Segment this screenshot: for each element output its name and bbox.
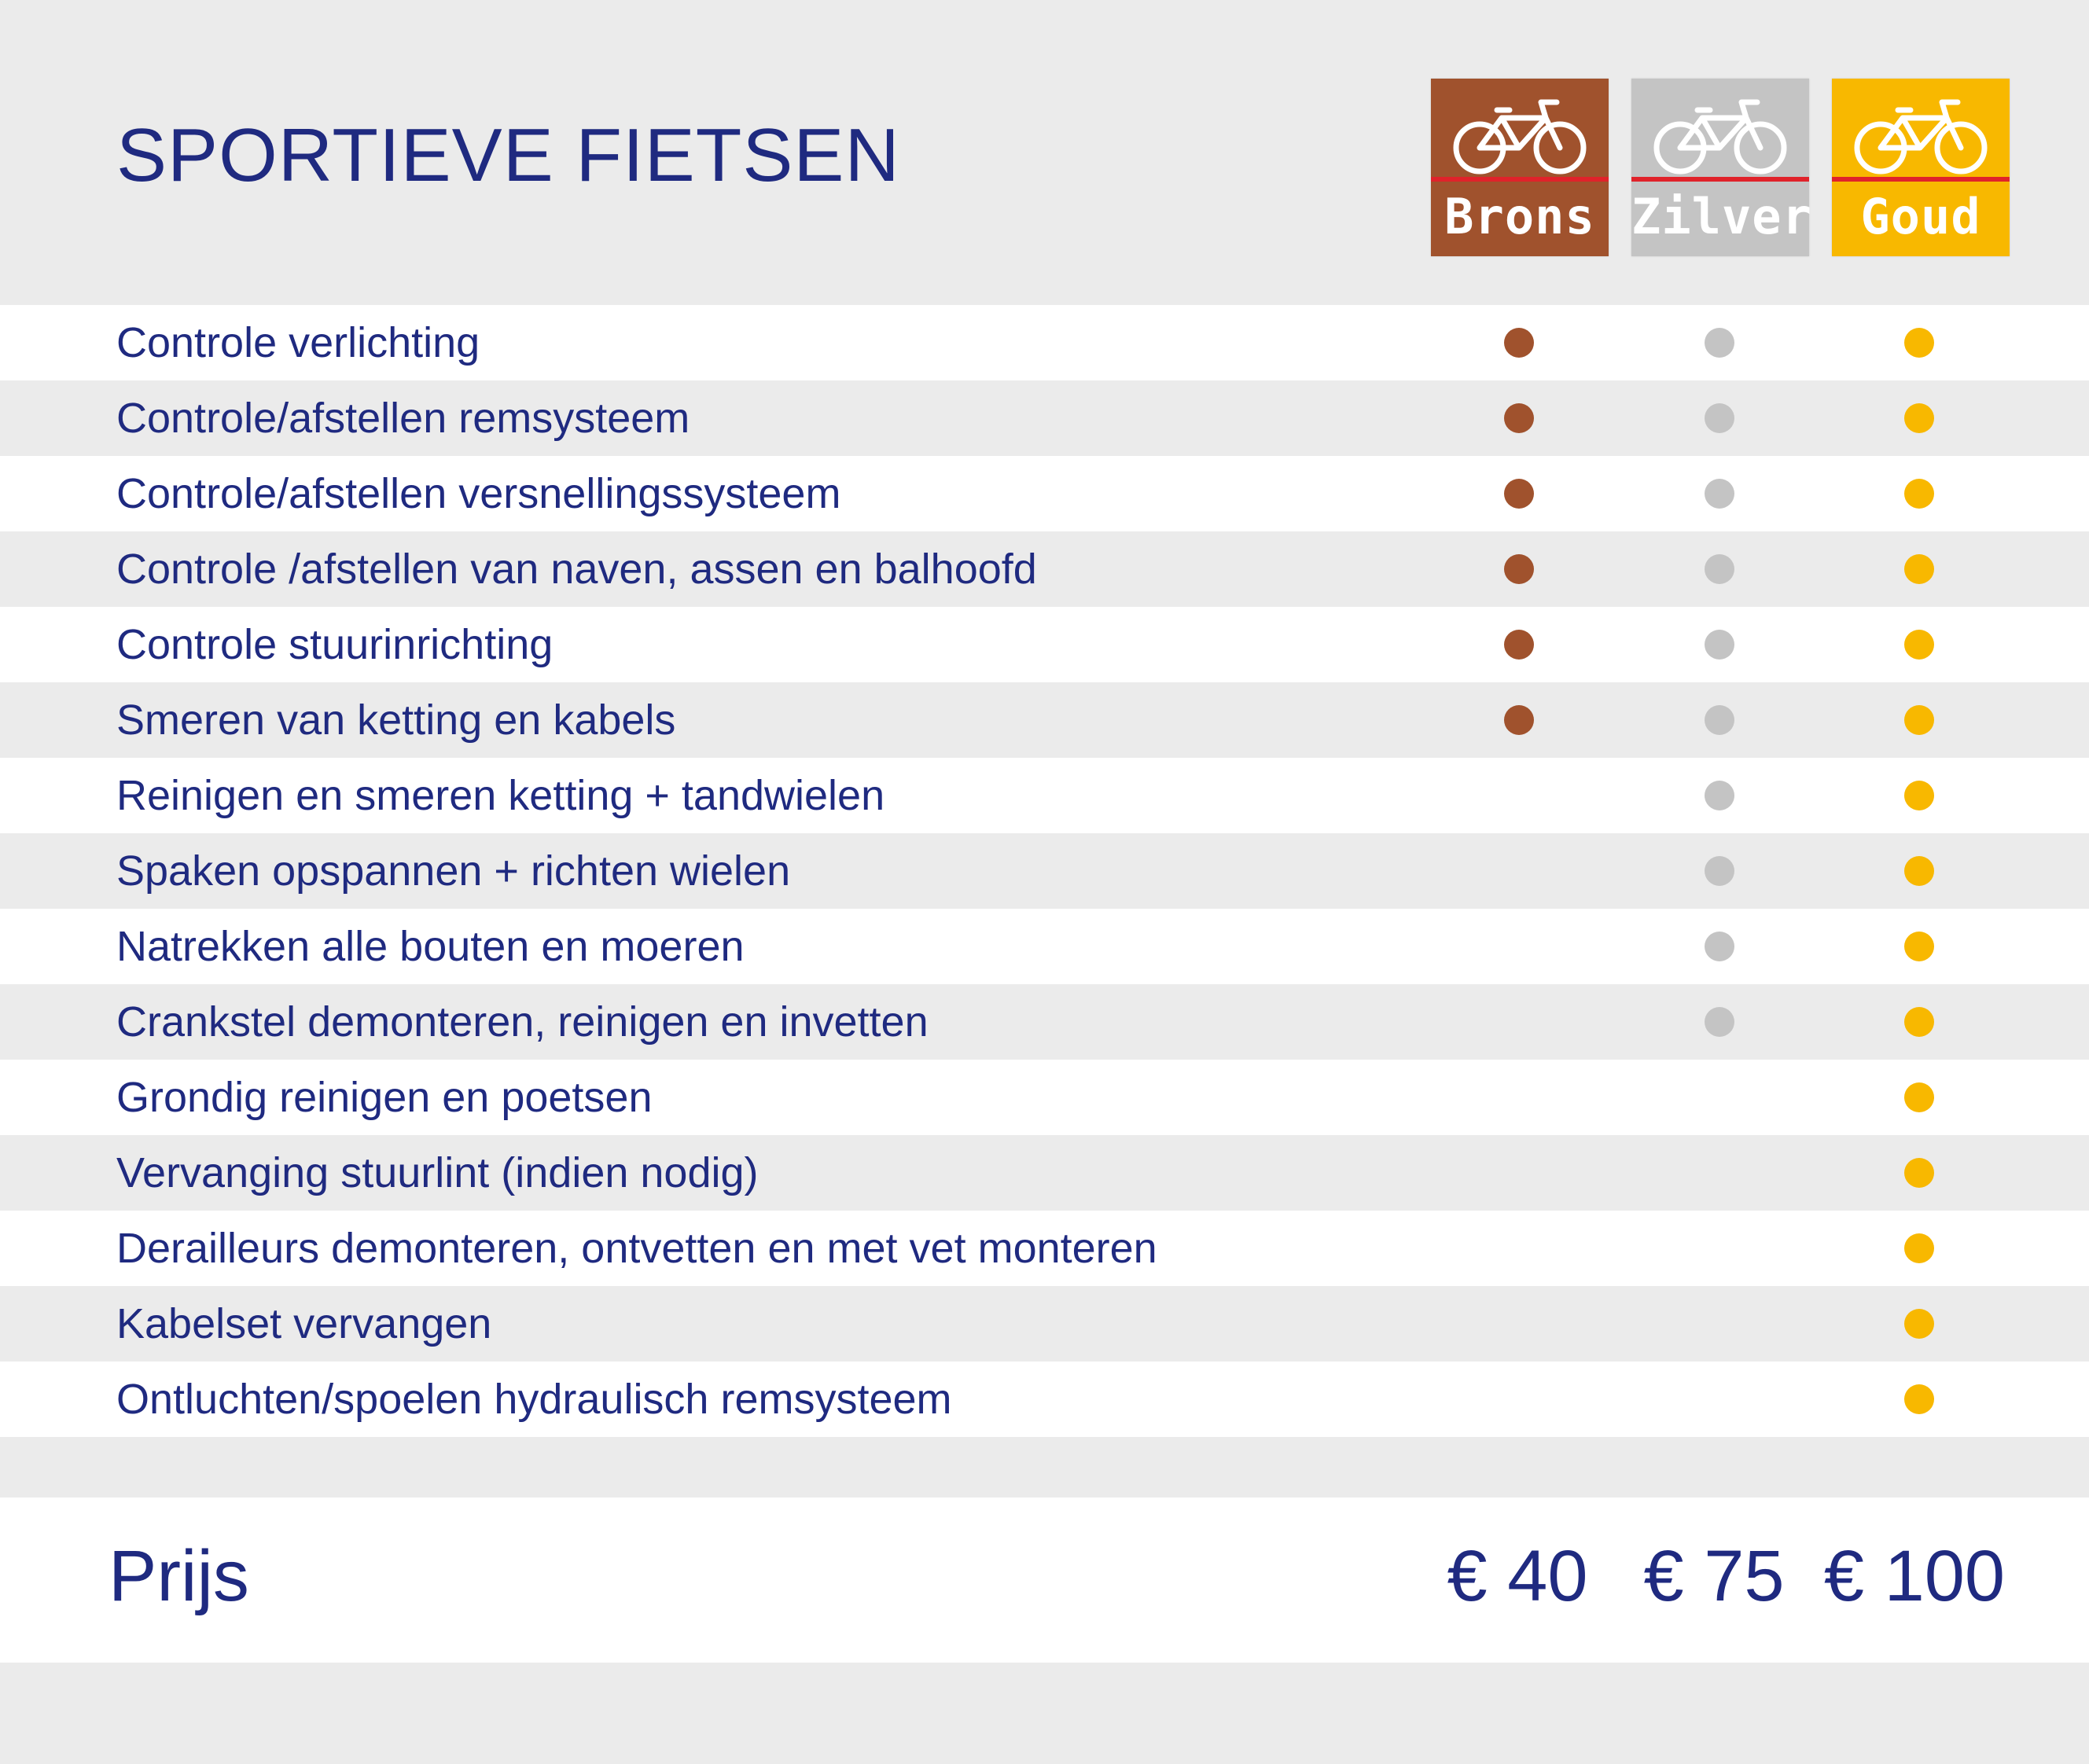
dot-zilver <box>1705 932 1734 961</box>
dot-zilver <box>1705 856 1734 886</box>
dot-goud <box>1904 1082 1934 1112</box>
table-row: Controle/afstellen remsysteem <box>0 380 2089 456</box>
dot-zilver <box>1705 554 1734 584</box>
dot-zilver <box>1705 403 1734 433</box>
dot-zilver <box>1705 1007 1734 1037</box>
dot-goud <box>1904 1233 1934 1263</box>
table-row: Grondig reinigen en poetsen <box>0 1060 2089 1135</box>
feature-label: Crankstel demonteren, reinigen en invett… <box>116 998 929 1046</box>
feature-label: Controle/afstellen remsysteem <box>116 395 690 442</box>
bicycle-icon <box>1653 99 1787 175</box>
table-row: Spaken opspannen + richten wielen <box>0 833 2089 909</box>
feature-table: Controle verlichting Controle/afstellen r… <box>0 305 2089 1437</box>
feature-label: Smeren van ketting en kabels <box>116 696 676 744</box>
dot-zilver <box>1705 328 1734 358</box>
dot-goud <box>1904 1309 1934 1339</box>
bicycle-icon <box>1854 99 1988 175</box>
dot-brons <box>1504 630 1534 660</box>
feature-label: Vervanging stuurlint (indien nodig) <box>116 1149 759 1196</box>
table-row: Controle/afstellen versnellingssysteem <box>0 456 2089 531</box>
page-title: SPORTIEVE FIETSEN <box>116 113 900 197</box>
table-row: Crankstel demonteren, reinigen en invett… <box>0 984 2089 1060</box>
table-row: Ontluchten/spoelen hydraulisch remsystee… <box>0 1362 2089 1437</box>
dot-goud <box>1904 705 1934 735</box>
feature-label: Spaken opspannen + richten wielen <box>116 847 791 895</box>
badge-zilver: Zilver <box>1631 79 1812 256</box>
dot-goud <box>1904 630 1934 660</box>
badge-stripe <box>1631 177 1809 182</box>
table-row: Kabelset vervangen <box>0 1286 2089 1362</box>
badge-brons: Brons <box>1431 79 1609 256</box>
table-row: Vervanging stuurlint (indien nodig) <box>0 1135 2089 1211</box>
badge-stripe <box>1431 177 1609 182</box>
price-brons: € 40 <box>1447 1536 1588 1616</box>
feature-label: Grondig reinigen en poetsen <box>116 1074 653 1121</box>
dot-goud <box>1904 1007 1934 1037</box>
price-goud: € 100 <box>1823 1536 2006 1616</box>
feature-label: Derailleurs demonteren, ontvetten en met… <box>116 1225 1157 1272</box>
feature-label: Reinigen en smeren ketting + tandwielen <box>116 772 885 819</box>
dot-goud <box>1904 781 1934 810</box>
badge-label: Brons <box>1444 188 1595 245</box>
dot-goud <box>1904 328 1934 358</box>
table-row: Smeren van ketting en kabels <box>0 682 2089 758</box>
feature-label: Kabelset vervangen <box>116 1300 492 1347</box>
dot-goud <box>1904 479 1934 509</box>
dot-goud <box>1904 932 1934 961</box>
header: SPORTIEVE FIETSEN Brons Zilver Goud <box>0 0 2089 305</box>
bicycle-icon <box>1453 99 1587 175</box>
dot-brons <box>1504 479 1534 509</box>
feature-label: Ontluchten/spoelen hydraulisch remsystee… <box>116 1376 952 1423</box>
badge-label: Zilver <box>1631 188 1812 245</box>
dot-goud <box>1904 554 1934 584</box>
dot-brons <box>1504 554 1534 584</box>
dot-zilver <box>1705 630 1734 660</box>
dot-goud <box>1904 856 1934 886</box>
table-row: Reinigen en smeren ketting + tandwielen <box>0 758 2089 833</box>
price-label: Prijs <box>108 1536 249 1616</box>
feature-label: Controle verlichting <box>116 319 480 366</box>
dot-brons <box>1504 403 1534 433</box>
table-row: Natrekken alle bouten en moeren <box>0 909 2089 984</box>
dot-brons <box>1504 328 1534 358</box>
dot-goud <box>1904 1384 1934 1414</box>
table-row: Controle /afstellen van naven, assen en … <box>0 531 2089 607</box>
badge-goud: Goud <box>1832 79 2010 256</box>
feature-label: Natrekken alle bouten en moeren <box>116 923 745 970</box>
dot-zilver <box>1705 479 1734 509</box>
table-row: Controle stuurinrichting <box>0 607 2089 682</box>
feature-label: Controle stuurinrichting <box>116 621 554 668</box>
table-row: Derailleurs demonteren, ontvetten en met… <box>0 1211 2089 1286</box>
dot-goud <box>1904 403 1934 433</box>
dot-brons <box>1504 705 1534 735</box>
feature-label: Controle/afstellen versnellingssysteem <box>116 470 841 517</box>
price-band <box>0 1498 2089 1663</box>
dot-zilver <box>1705 781 1734 810</box>
badge-stripe <box>1832 177 2010 182</box>
dot-zilver <box>1705 705 1734 735</box>
price-zilver: € 75 <box>1643 1536 1785 1616</box>
dot-goud <box>1904 1158 1934 1188</box>
badge-label: Goud <box>1860 188 1981 245</box>
table-row: Controle verlichting <box>0 305 2089 380</box>
feature-label: Controle /afstellen van naven, assen en … <box>116 546 1037 593</box>
